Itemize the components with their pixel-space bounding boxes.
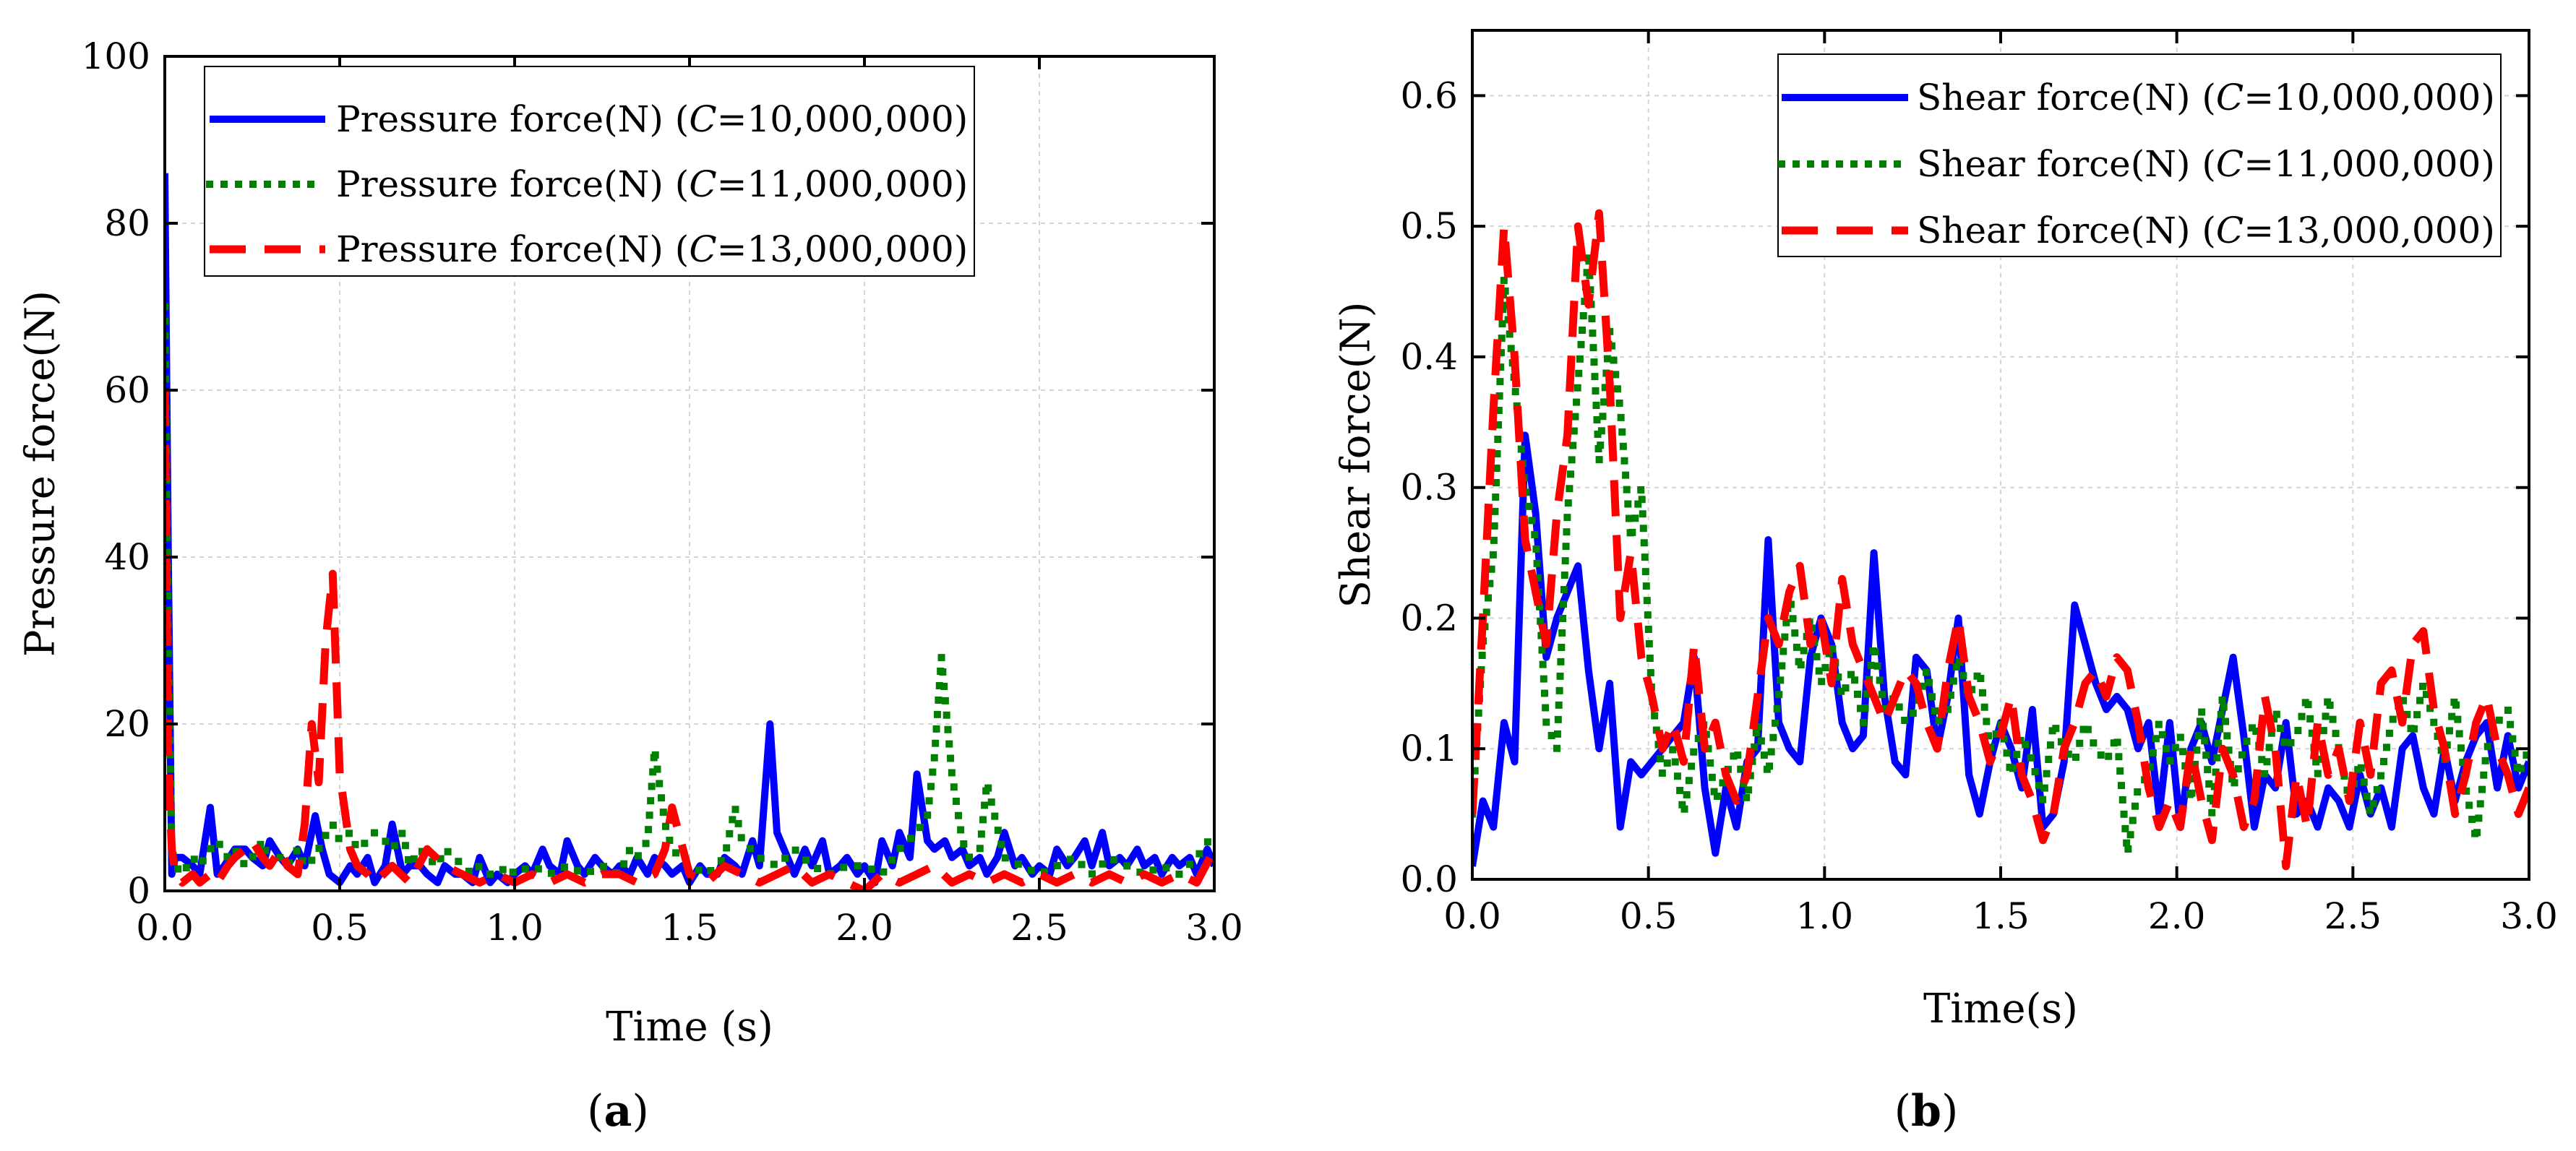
y-tick-label: 0.5 (1400, 205, 1458, 247)
x-tick-label: 1.5 (661, 907, 718, 949)
panel-a-label-open: ( (587, 1086, 604, 1137)
legend-label-value: =13,000,000) (717, 228, 969, 270)
x-axis-title: Time(s) (1923, 986, 2078, 1033)
legend-label-variable: C (2216, 210, 2244, 251)
x-axis-title: Time (s) (606, 1004, 773, 1051)
panel-a-label: (a) (587, 1086, 649, 1137)
x-tick-label: 0.5 (1620, 895, 1678, 937)
panel-b-label-close: ) (1941, 1086, 1958, 1137)
y-tick-label: 0.3 (1400, 467, 1458, 509)
x-tick-label: 3.0 (2500, 895, 2558, 937)
x-tick-label: 2.5 (2324, 895, 2382, 937)
y-tick-label: 40 (104, 536, 150, 578)
legend-label-value: =11,000,000) (2244, 143, 2495, 185)
y-tick-label: 0.0 (1400, 858, 1458, 900)
y-tick-label: 0.1 (1400, 728, 1458, 770)
legend: Pressure force(N) (C=10,000,000)Pressure… (204, 66, 975, 277)
legend-label-variable: C (2216, 77, 2244, 118)
legend-label-value: =11,000,000) (717, 163, 969, 205)
panel-a-label-letter: a (604, 1086, 632, 1137)
x-tick-label: 0.0 (136, 907, 194, 949)
x-tick-label: 0.0 (1443, 895, 1501, 937)
legend-label-prefix: Pressure force(N) ( (336, 228, 689, 270)
x-tick-label: 2.0 (836, 907, 893, 949)
y-tick-label: 0 (127, 870, 150, 912)
y-tick-label: 0.6 (1400, 74, 1458, 116)
legend-entry-label: Pressure force(N) (C=11,000,000) (336, 163, 968, 205)
panel-b-label: (b) (1894, 1086, 1959, 1137)
panel-b-label-letter: b (1911, 1086, 1941, 1137)
panel-a-label-close: ) (632, 1086, 648, 1137)
legend-label-prefix: Shear force(N) ( (1917, 210, 2216, 251)
y-tick-label: 0.2 (1400, 597, 1458, 639)
series-line-solid (165, 173, 1214, 887)
legend-label-prefix: Shear force(N) ( (1917, 77, 2216, 118)
panel-b-chart: 0.0 0.5 1.0 1.5 2.0 2.5 3.0 0.0 0.1 0.2 0.3 0.4 0.5 0… (1333, 29, 2558, 1033)
legend-box (1777, 53, 2502, 257)
legend-label-value: =10,000,000) (2244, 77, 2495, 118)
legend-entry-label: Shear force(N) (C=11,000,000) (1917, 143, 2495, 185)
legend-entry-label: Shear force(N) (C=10,000,000) (1917, 77, 2495, 118)
legend-label-value: =13,000,000) (2244, 210, 2495, 251)
legend-label-prefix: Pressure force(N) ( (336, 98, 689, 140)
x-tick-label: 1.0 (1796, 895, 1854, 937)
series-group (1472, 209, 2529, 871)
x-tick-label: 1.5 (1972, 895, 2030, 937)
x-tick-label: 3.0 (1185, 907, 1243, 949)
y-axis-title: Pressure force(N) (17, 290, 64, 657)
legend-label-variable: C (2216, 143, 2244, 185)
series-group (165, 173, 1214, 891)
y-tick-label: 0.4 (1400, 336, 1458, 378)
legend-entry-label: Pressure force(N) (C=13,000,000) (336, 228, 968, 270)
series-line-dotted (165, 303, 1214, 878)
y-axis-title: Shear force(N) (1333, 302, 1380, 608)
legend: Shear force(N) (C=10,000,000)Shear force… (1777, 53, 2502, 257)
panel-b-label-open: ( (1894, 1086, 1911, 1137)
y-tick-label: 20 (104, 703, 150, 745)
legend-label-variable: C (689, 163, 716, 205)
series-line-dashed (165, 389, 1214, 891)
legend-label-variable: C (689, 228, 716, 270)
legend-entry-label: Shear force(N) (C=13,000,000) (1917, 210, 2495, 251)
x-tick-label: 1.0 (486, 907, 544, 949)
legend-label-prefix: Pressure force(N) ( (336, 163, 689, 205)
legend-label-prefix: Shear force(N) ( (1917, 143, 2216, 185)
panel-a-chart: 0.0 0.5 1.0 1.5 2.0 2.5 3.0 0 20 40 60 80 100 Time (s… (17, 35, 1243, 1051)
legend-entry-label: Pressure force(N) (C=10,000,000) (336, 98, 968, 140)
x-tick-label: 0.5 (311, 907, 369, 949)
y-tick-label: 80 (104, 202, 150, 244)
x-tick-label: 2.0 (2148, 895, 2206, 937)
x-tick-label: 2.5 (1010, 907, 1068, 949)
legend-label-value: =10,000,000) (717, 98, 969, 140)
legend-label-variable: C (689, 98, 716, 140)
y-tick-label: 100 (82, 35, 150, 77)
legend-box (204, 66, 975, 277)
y-tick-label: 60 (104, 369, 150, 411)
series-line-dashed (1472, 209, 2529, 871)
